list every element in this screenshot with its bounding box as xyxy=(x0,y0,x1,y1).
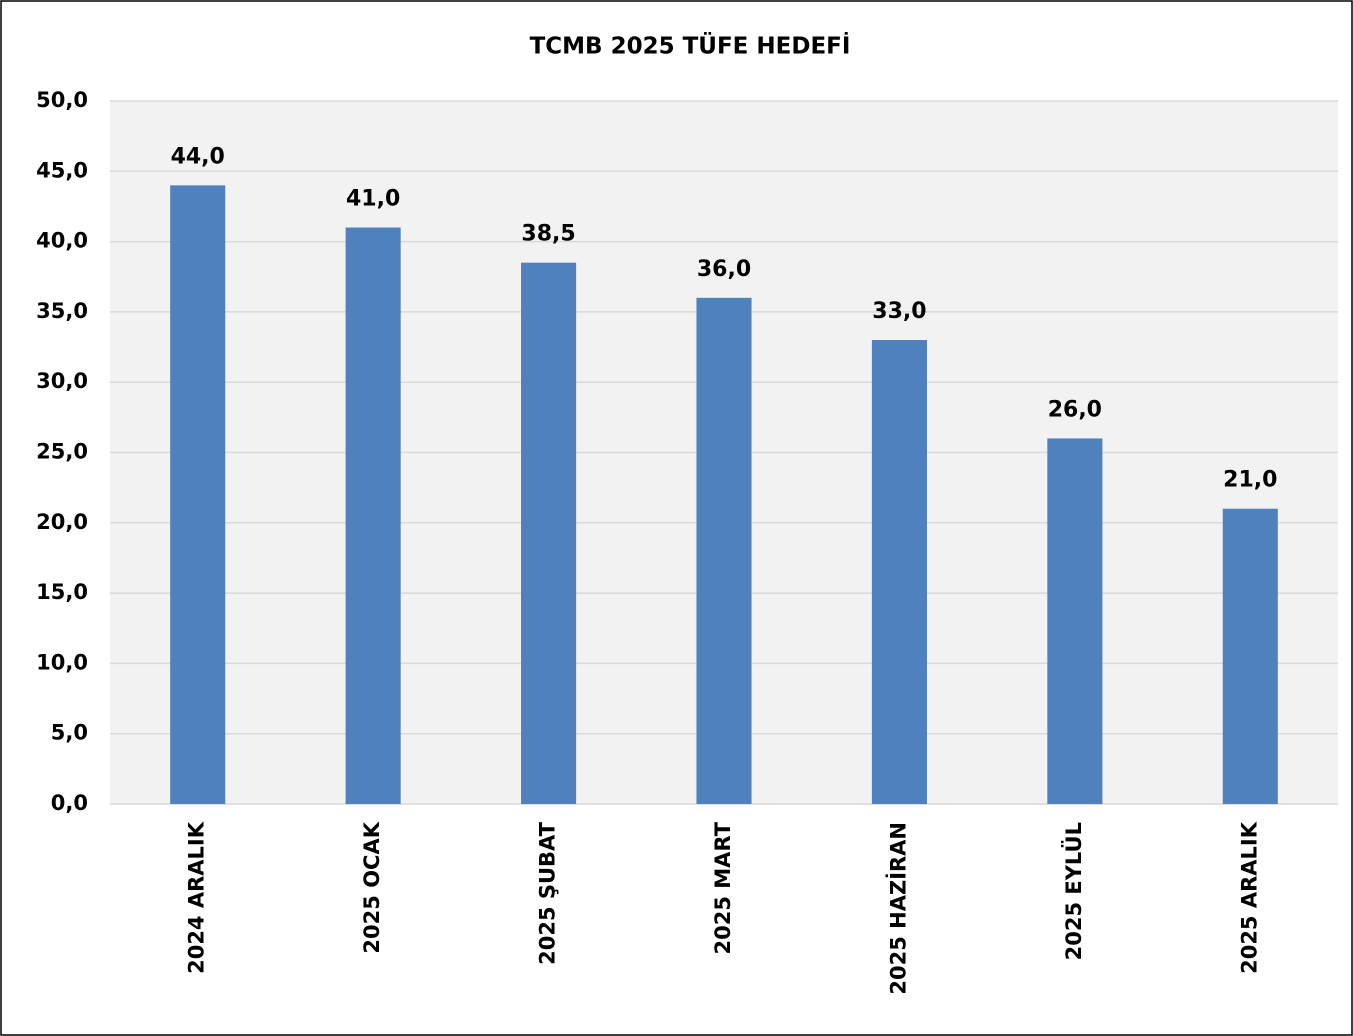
data-label: 21,0 xyxy=(1223,468,1277,493)
y-tick-label: 10,0 xyxy=(36,650,88,674)
y-tick-label: 45,0 xyxy=(36,158,88,182)
bar xyxy=(170,185,226,805)
x-tick-label: 2025 HAZİRAN xyxy=(885,822,910,995)
bar xyxy=(1047,438,1103,804)
y-tick-label: 0,0 xyxy=(51,791,88,815)
y-tick-label: 40,0 xyxy=(36,229,88,253)
bar xyxy=(696,297,752,804)
data-label: 26,0 xyxy=(1048,397,1102,422)
bar xyxy=(871,340,927,804)
bar xyxy=(345,227,401,805)
y-tick-label: 35,0 xyxy=(36,299,88,323)
data-label: 44,0 xyxy=(171,144,225,169)
x-tick-label: 2025 ŞUBAT xyxy=(536,821,560,965)
data-label: 41,0 xyxy=(346,187,400,212)
chart-title: TCMB 2025 TÜFE HEDEFİ xyxy=(530,32,851,60)
y-tick-label: 30,0 xyxy=(36,369,88,393)
x-tick-label: 2024 ARALIK xyxy=(185,821,209,974)
x-tick-label: 2025 ARALIK xyxy=(1237,821,1261,974)
data-label: 36,0 xyxy=(697,257,751,282)
y-tick-label: 15,0 xyxy=(36,580,88,604)
bar xyxy=(1222,508,1278,804)
data-label: 33,0 xyxy=(872,299,926,324)
y-tick-label: 5,0 xyxy=(51,721,88,745)
x-tick-label: 2025 MART xyxy=(711,821,735,954)
y-tick-label: 50,0 xyxy=(36,88,88,112)
y-tick-label: 25,0 xyxy=(36,440,88,464)
data-label: 38,5 xyxy=(521,222,575,247)
y-tick-label: 20,0 xyxy=(36,510,88,534)
bar xyxy=(521,262,577,804)
x-tick-label: 2025 OCAK xyxy=(360,821,384,953)
x-tick-label: 2025 EYLÜL xyxy=(1061,822,1086,960)
